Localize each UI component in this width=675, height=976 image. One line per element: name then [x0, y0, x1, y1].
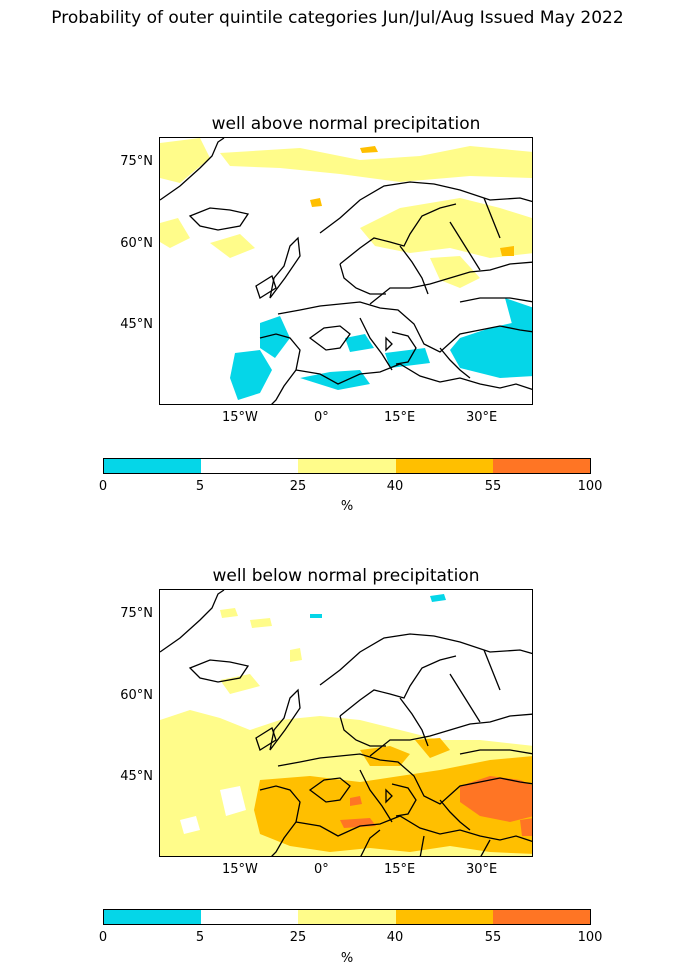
colorbar-swatch [201, 910, 299, 924]
colorbar-label: 55 [484, 479, 502, 494]
fill-55-100-below [340, 776, 532, 836]
colorbar-below [103, 909, 591, 925]
fill-25-40-above [160, 138, 532, 288]
coastlines [160, 590, 532, 856]
colorbar-swatch [492, 910, 591, 924]
x-tick: 0° [314, 410, 329, 425]
colorbar-swatch [104, 910, 202, 924]
fill-0-5-below [310, 594, 446, 618]
colorbar-unit: % [340, 951, 354, 966]
y-tick: 60°N [120, 236, 153, 251]
colorbar-label: 5 [195, 479, 205, 494]
colorbar-label: 0 [98, 479, 108, 494]
fill-40-55-above [310, 146, 514, 256]
panel-title-below: well below normal precipitation [212, 566, 480, 586]
x-tick: 30°E [466, 410, 498, 425]
x-tick: 15°E [384, 862, 416, 877]
y-tick: 45°N [120, 317, 153, 332]
y-tick: 60°N [120, 688, 153, 703]
x-tick: 15°W [222, 862, 258, 877]
x-tick: 30°E [466, 862, 498, 877]
y-tick: 75°N [120, 606, 153, 621]
colorbar-label: 25 [289, 930, 307, 945]
x-tick: 15°E [384, 410, 416, 425]
x-tick: 0° [314, 862, 329, 877]
fill-white-below [180, 630, 490, 834]
panel-title-above: well above normal precipitation [211, 114, 481, 134]
colorbar-label: 0 [98, 930, 108, 945]
y-tick: 45°N [120, 769, 153, 784]
fill-0-5-above [230, 298, 532, 400]
colorbar-above [103, 458, 591, 474]
colorbar-label: 40 [386, 930, 404, 945]
colorbar-label: 5 [195, 930, 205, 945]
y-tick: 75°N [120, 154, 153, 169]
colorbar-unit: % [340, 499, 354, 514]
map-below [159, 589, 533, 857]
colorbar-swatch [298, 910, 396, 924]
figure-title: Probability of outer quintile categories… [51, 8, 624, 28]
colorbar-label: 100 [577, 479, 603, 494]
x-tick: 15°W [222, 410, 258, 425]
colorbar-label: 55 [484, 930, 502, 945]
colorbar-swatch [201, 459, 299, 473]
coastlines [160, 138, 532, 404]
colorbar-label: 25 [289, 479, 307, 494]
colorbar-swatch [395, 459, 493, 473]
colorbar-swatch [492, 459, 591, 473]
colorbar-label: 100 [577, 930, 603, 945]
map-above [159, 137, 533, 405]
colorbar-swatch [395, 910, 493, 924]
colorbar-label: 40 [386, 479, 404, 494]
colorbar-swatch [104, 459, 202, 473]
colorbar-swatch [298, 459, 396, 473]
